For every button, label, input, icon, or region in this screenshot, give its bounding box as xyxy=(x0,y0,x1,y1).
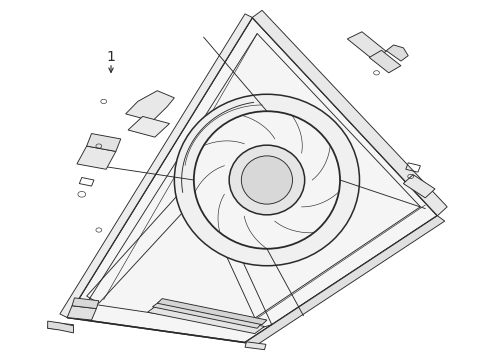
Polygon shape xyxy=(311,134,330,180)
Polygon shape xyxy=(277,112,302,153)
Polygon shape xyxy=(245,342,266,350)
Polygon shape xyxy=(125,91,174,121)
Polygon shape xyxy=(72,298,99,309)
Polygon shape xyxy=(48,321,74,333)
Polygon shape xyxy=(67,306,97,320)
Polygon shape xyxy=(403,175,435,198)
Polygon shape xyxy=(67,18,438,342)
Ellipse shape xyxy=(229,145,305,215)
Polygon shape xyxy=(347,32,386,59)
Polygon shape xyxy=(245,216,282,249)
Polygon shape xyxy=(386,45,408,61)
Polygon shape xyxy=(275,219,324,233)
Ellipse shape xyxy=(174,94,360,266)
Polygon shape xyxy=(152,301,262,328)
Text: 1: 1 xyxy=(107,50,116,64)
Polygon shape xyxy=(128,116,170,137)
Polygon shape xyxy=(195,166,224,206)
Polygon shape xyxy=(252,10,447,216)
Polygon shape xyxy=(157,298,267,325)
Polygon shape xyxy=(48,322,74,331)
Polygon shape xyxy=(245,216,445,348)
Polygon shape xyxy=(302,177,340,207)
Polygon shape xyxy=(147,305,265,334)
Polygon shape xyxy=(77,146,116,169)
Polygon shape xyxy=(228,116,275,139)
Polygon shape xyxy=(87,134,121,152)
Ellipse shape xyxy=(242,156,293,204)
Polygon shape xyxy=(220,194,233,241)
Ellipse shape xyxy=(194,111,340,249)
Polygon shape xyxy=(60,14,252,318)
Polygon shape xyxy=(369,50,401,73)
Polygon shape xyxy=(197,144,245,159)
